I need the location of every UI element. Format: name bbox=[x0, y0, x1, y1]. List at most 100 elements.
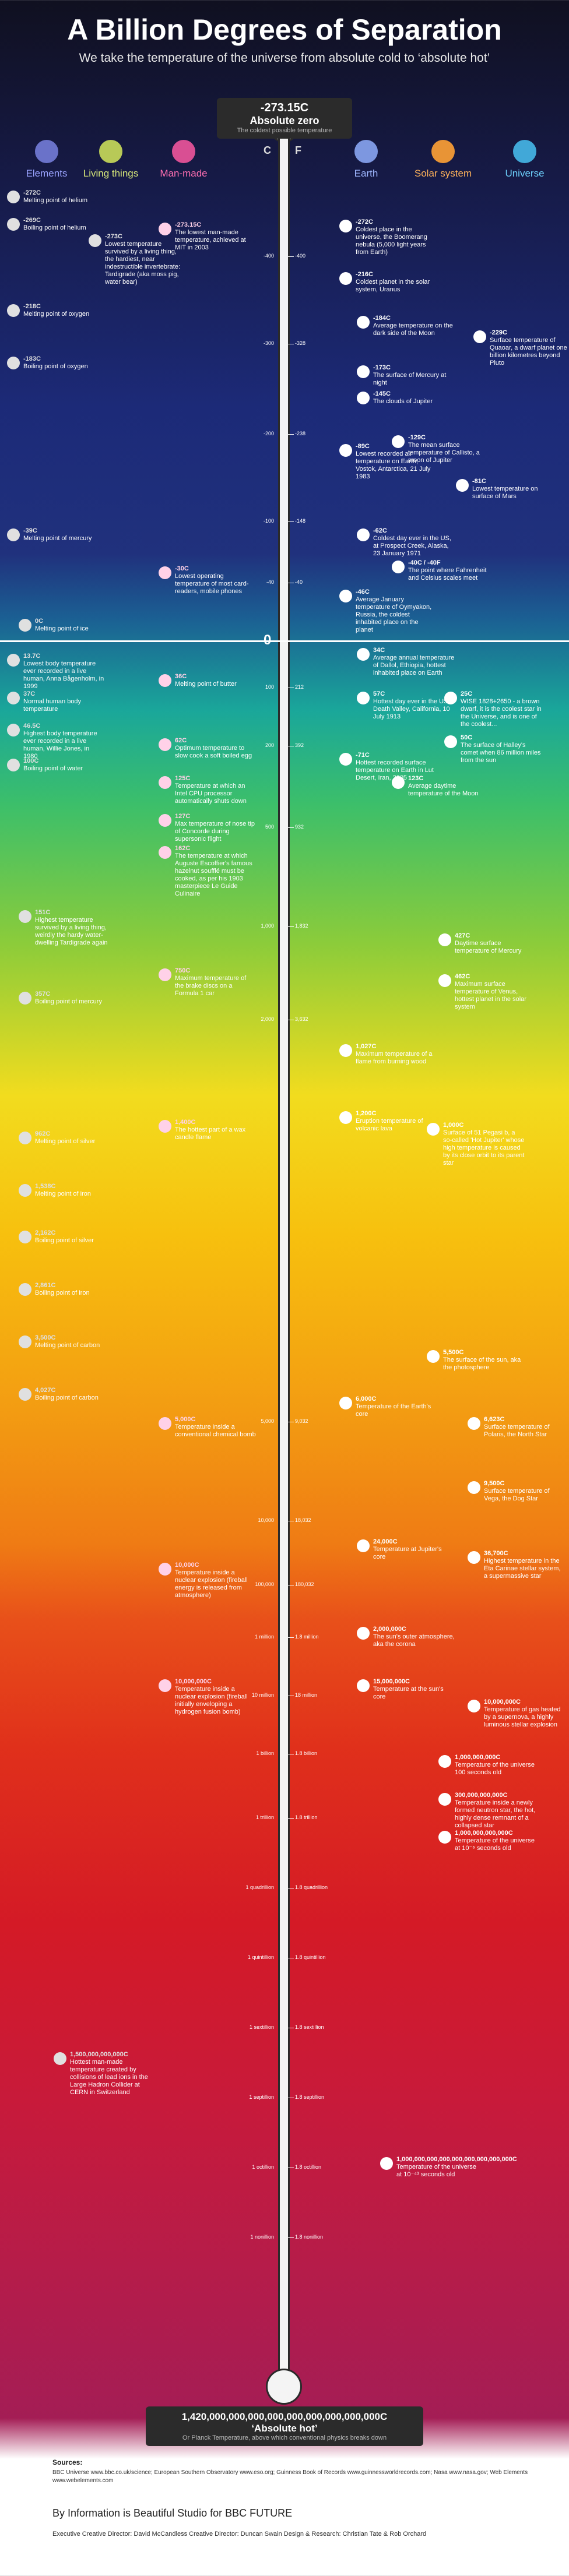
annotation-icon bbox=[7, 692, 20, 704]
annotation: 1,000,000,000C Temperature of the univers… bbox=[455, 1754, 536, 1777]
annotation-text: Boiling point of iron bbox=[35, 1289, 90, 1296]
tick-mark bbox=[288, 2237, 294, 2238]
annotation: 123C Average daytime temperature of the M… bbox=[408, 775, 490, 798]
annotation-text: The point where Fahrenheit and Celsius s… bbox=[408, 567, 487, 582]
annotation-text: Lowest operating temperature of most car… bbox=[175, 573, 249, 595]
annotation-temp: 1,000C bbox=[443, 1122, 464, 1129]
annotation-temp: 1,538C bbox=[35, 1183, 56, 1190]
annotation-temp: 1,500,000,000,000C bbox=[70, 2051, 128, 2058]
heart-icon bbox=[99, 140, 122, 163]
annotation: 2,162C Boiling point of silver bbox=[35, 1229, 117, 1245]
annotation-text: Hottest recorded surface temperature on … bbox=[356, 759, 434, 781]
annotation: 962C Melting point of silver bbox=[35, 1130, 117, 1146]
annotation: 1,000C Surface of 51 Pegasi b, a so-calle… bbox=[443, 1122, 525, 1167]
annotation-icon bbox=[438, 1755, 451, 1768]
tick-mark bbox=[288, 434, 294, 435]
annotation-temp: -229C bbox=[490, 329, 507, 336]
absolute-hot-desc: Or Planck Temperature, above which conve… bbox=[182, 2434, 387, 2441]
annotation-text: Maximum temperature of a flame from burn… bbox=[356, 1051, 433, 1065]
annotation-temp: 36C bbox=[175, 673, 187, 680]
annotation-temp: 57C bbox=[373, 690, 385, 697]
annotation-temp: 10,000,000C bbox=[484, 1698, 521, 1705]
tick-label-celsius: 5,000 bbox=[261, 1418, 274, 1424]
annotation-text: Hottest man-made temperature created by … bbox=[70, 2059, 148, 2096]
absolute-zero-value: -273.15C bbox=[260, 101, 309, 114]
annotation: 6,000C Temperature of the Earth's core bbox=[356, 1396, 437, 1418]
tick-label-celsius: 500 bbox=[265, 824, 274, 830]
annotation-icon bbox=[473, 330, 486, 343]
sources-text: BBC Universe www.bbc.co.uk/science; Euro… bbox=[52, 2469, 528, 2484]
category-label: Solar system bbox=[414, 168, 472, 179]
zero-line bbox=[0, 640, 569, 642]
annotation-text: Daytime surface temperature of Mercury bbox=[455, 940, 522, 954]
tick-label-celsius: 100,000 bbox=[255, 1581, 274, 1587]
annotation-temp: 50C bbox=[461, 734, 473, 741]
annotation-icon bbox=[54, 2052, 66, 2065]
annotation-temp: 462C bbox=[455, 973, 470, 980]
annotation-temp: 3,500C bbox=[35, 1334, 56, 1341]
annotation: -273.15C The lowest man-made temperature,… bbox=[175, 221, 257, 252]
annotation-icon bbox=[339, 1397, 352, 1409]
annotation-temp: -46C bbox=[356, 589, 370, 595]
tick-label-fahrenheit: 1.8 million bbox=[295, 1634, 319, 1640]
thermometer-bulb bbox=[268, 2370, 300, 2403]
annotation-text: Coldest planet in the solar system, Uran… bbox=[356, 279, 430, 293]
annotation: 36C Melting point of butter bbox=[175, 673, 257, 688]
annotation-temp: 1,000,000,000C bbox=[455, 1754, 501, 1761]
annotation: -173C The surface of Mercury at night bbox=[373, 364, 455, 387]
annotation-temp: -272C bbox=[23, 189, 41, 196]
annotation-temp: -40C / -40F bbox=[408, 559, 441, 566]
annotation: 2,861C Boiling point of iron bbox=[35, 1282, 117, 1297]
tick-label-fahrenheit: -400 bbox=[295, 253, 306, 259]
annotation-text: Surface temperature of Quaoar, a dwarf p… bbox=[490, 337, 567, 367]
annotation-temp: -89C bbox=[356, 443, 370, 450]
category-label: Elements bbox=[26, 168, 68, 179]
annotation-text: Temperature at the sun's core bbox=[373, 1686, 444, 1700]
annotation: 13.7C Lowest body temperature ever record… bbox=[23, 653, 105, 690]
annotation-text: Boiling point of carbon bbox=[35, 1394, 99, 1401]
annotation-temp: 1,000,000,000,000,000,000,000,000,000C bbox=[396, 2156, 517, 2163]
annotation-icon bbox=[427, 1350, 440, 1363]
annotation-icon bbox=[7, 304, 20, 317]
annotation-icon bbox=[159, 223, 171, 235]
annotation-temp: -272C bbox=[356, 219, 373, 225]
annotation-temp: -273.15C bbox=[175, 221, 202, 228]
annotation: 1,000,000,000,000C Temperature of the uni… bbox=[455, 1830, 536, 1852]
absolute-zero-desc: The coldest possible temperature bbox=[237, 127, 332, 134]
page-title: A Billion Degrees of Separation bbox=[67, 13, 502, 46]
category-label: Universe bbox=[505, 168, 545, 179]
annotation-text: Lowest temperature on surface of Mars bbox=[472, 485, 538, 500]
annotation-temp: 962C bbox=[35, 1130, 51, 1137]
annotation-temp: 46.5C bbox=[23, 723, 41, 730]
annotation-icon bbox=[468, 1481, 480, 1494]
annotation: 1,500,000,000,000C Hottest man-made tempe… bbox=[70, 2051, 152, 2096]
annotation-text: Coldest day ever in the US, at Prospect … bbox=[373, 535, 451, 557]
annotation-text: Average January temperature of Oymyakon,… bbox=[356, 596, 432, 633]
annotation-temp: 10,000,000C bbox=[175, 1678, 212, 1685]
tick-mark bbox=[288, 926, 294, 927]
tick-label-celsius: -200 bbox=[263, 431, 274, 436]
annotation-text: Hottest day ever in the US in Death Vall… bbox=[373, 698, 455, 720]
annotation-icon bbox=[7, 191, 20, 203]
tick-mark bbox=[288, 1818, 294, 1819]
annotation: -71C Hottest recorded surface temperature… bbox=[356, 752, 437, 782]
annotation-icon bbox=[357, 528, 370, 541]
absolute-hot-label: 1,420,000,000,000,000,000,000,000,000,00… bbox=[146, 2406, 423, 2446]
annotation-text: Surface of 51 Pegasi b, a so-called 'Hot… bbox=[443, 1129, 525, 1167]
annotation-temp: 10,000C bbox=[175, 1562, 199, 1569]
annotation-text: Temperature inside a conventional chemic… bbox=[175, 1423, 256, 1438]
tick-label-celsius: 1 sextillion bbox=[249, 2024, 274, 2030]
annotation-temp: 9,500C bbox=[484, 1480, 505, 1487]
annotation-temp: 36,700C bbox=[484, 1550, 508, 1557]
annotation-text: The sun's outer atmosphere, aka the coro… bbox=[373, 1633, 455, 1648]
annotation-text: Melting point of mercury bbox=[23, 535, 92, 542]
annotation-temp: -218C bbox=[23, 303, 41, 310]
annotation: -62C Coldest day ever in the US, at Prosp… bbox=[373, 527, 455, 558]
annotation: -272C Melting point of helium bbox=[23, 189, 105, 205]
annotation-text: Temperature of the universe at 10⁻⁴³ sec… bbox=[396, 2163, 476, 2178]
sun-icon bbox=[431, 140, 455, 163]
annotation: 37C Normal human body temperature bbox=[23, 690, 105, 713]
annotation-temp: 2,861C bbox=[35, 1282, 56, 1289]
annotation-icon bbox=[159, 1120, 171, 1133]
tick-mark bbox=[288, 827, 294, 828]
